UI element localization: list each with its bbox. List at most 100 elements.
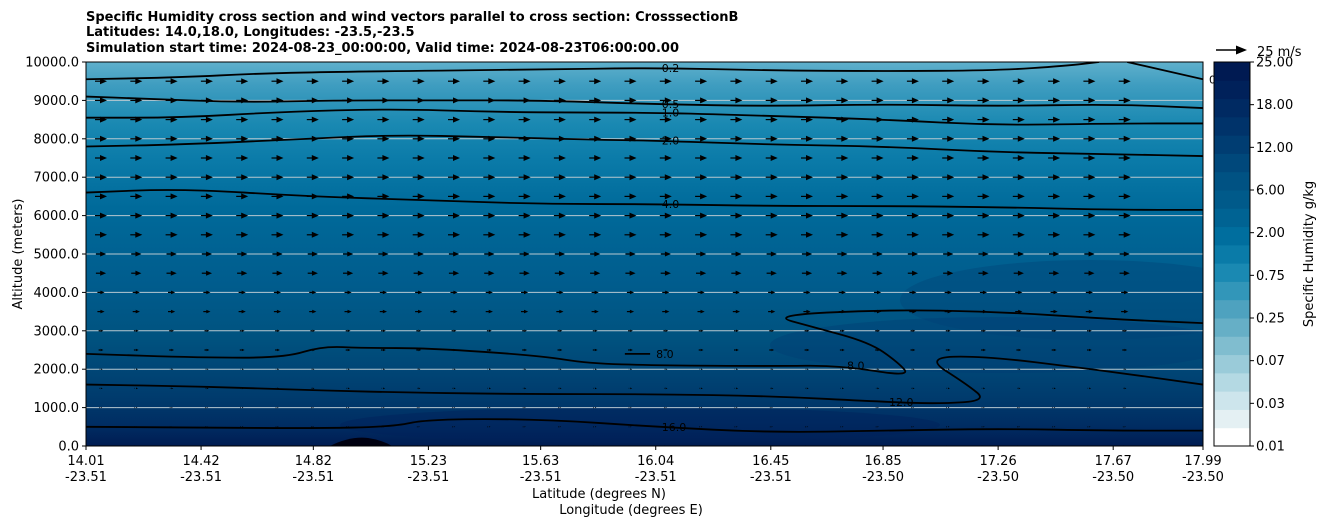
- wind-vector: [518, 155, 531, 161]
- wind-vector: [1052, 368, 1056, 371]
- wind-vector: [769, 348, 775, 352]
- wind-vector: [911, 407, 915, 409]
- wind-vector: [1087, 407, 1091, 409]
- colorbar-tick-label: 0.01: [1256, 440, 1285, 455]
- wind-vector: [343, 270, 354, 276]
- wind-vector: [166, 251, 177, 257]
- contour-line-0.2: [86, 62, 1100, 81]
- wind-vector: [593, 387, 597, 390]
- wind-vector: [1012, 135, 1025, 142]
- wind-vector: [1122, 407, 1126, 409]
- wind-vector: [628, 407, 632, 409]
- wind-vector: [1016, 348, 1022, 352]
- wind-vector: [205, 426, 209, 428]
- wind-vector: [271, 193, 284, 200]
- wind-vector: [518, 231, 531, 238]
- wind-vector: [801, 212, 813, 219]
- wind-vector: [271, 155, 284, 161]
- x-tick-label-lat: 17.99: [1184, 454, 1221, 469]
- wind-vector: [1084, 251, 1095, 257]
- wind-vector: [238, 309, 246, 314]
- contour-line-1.0: [86, 108, 1203, 126]
- wind-vector: [203, 309, 211, 314]
- wind-vector: [1119, 251, 1130, 257]
- wind-vector: [130, 193, 143, 200]
- wind-vector: [165, 78, 178, 85]
- wind-vector: [944, 290, 952, 295]
- wind-vector: [558, 407, 562, 409]
- wind-vector: [99, 387, 103, 390]
- wind-vector: [730, 174, 743, 181]
- wind-vector: [203, 290, 211, 295]
- wind-vector: [415, 309, 423, 314]
- wind-vector: [553, 174, 566, 181]
- wind-vector: [412, 97, 425, 104]
- wind-vector: [130, 231, 143, 238]
- wind-vector: [942, 135, 955, 142]
- wind-vector: [200, 78, 213, 85]
- wind-vector: [660, 251, 671, 257]
- wind-vector: [95, 78, 107, 85]
- wind-vector: [518, 193, 531, 200]
- y-axis-label: Altitude (meters): [11, 199, 26, 310]
- x-tick-label-lat: 16.85: [864, 454, 901, 469]
- wind-vector: [344, 290, 352, 295]
- contour-line-12.0: [86, 355, 1203, 405]
- wind-vector: [981, 387, 986, 390]
- wind-vector: [239, 348, 245, 352]
- wind-vector: [557, 329, 563, 332]
- wind-vector: [521, 290, 529, 295]
- wind-vector: [1122, 329, 1128, 332]
- wind-vector: [1051, 348, 1057, 352]
- wind-vector: [200, 116, 213, 123]
- y-tick-label: 10000.0: [25, 56, 79, 71]
- wind-vector: [911, 426, 915, 428]
- wind-vector: [1083, 193, 1096, 200]
- x-tick-label-lon: -23.51: [180, 470, 222, 485]
- colorbar-tick-label: 0.75: [1256, 269, 1285, 284]
- wind-vector: [803, 309, 811, 314]
- wind-vector: [98, 329, 104, 332]
- y-tick-label: 7000.0: [34, 171, 80, 186]
- wind-vector: [412, 135, 425, 142]
- wind-vector: [906, 155, 919, 161]
- wind-vector: [766, 270, 777, 276]
- wind-vector: [1083, 97, 1096, 104]
- wind-vector: [659, 212, 672, 219]
- wind-vector: [201, 270, 212, 276]
- wind-vector: [485, 290, 493, 295]
- wind-vector: [1122, 348, 1128, 352]
- wind-vector: [240, 407, 244, 409]
- x-tick-label-lon: -23.50: [1092, 470, 1134, 485]
- wind-vector: [200, 231, 213, 238]
- wind-vector: [346, 407, 350, 409]
- wind-vector: [1049, 251, 1060, 257]
- wind-vector: [132, 290, 140, 295]
- wind-vector: [1087, 329, 1092, 332]
- wind-vector: [875, 387, 880, 390]
- wind-vector: [663, 348, 669, 352]
- x-tick-label-lon: -23.51: [635, 470, 677, 485]
- wind-vector: [663, 329, 669, 332]
- wind-vector: [765, 231, 778, 238]
- wind-vector: [659, 78, 672, 85]
- wind-vector: [765, 135, 778, 142]
- x-tick-label-lon: -23.51: [750, 470, 792, 485]
- wind-vector: [697, 290, 705, 295]
- wind-vector: [979, 290, 988, 295]
- wind-vector: [1017, 426, 1020, 428]
- wind-vector: [133, 329, 139, 332]
- x-tick-label-lat: 16.45: [752, 454, 789, 469]
- wind-vector: [165, 193, 178, 200]
- contour-label: 4.0: [662, 198, 680, 211]
- wind-vector: [413, 270, 424, 276]
- wind-vector: [165, 135, 178, 142]
- wind-vector: [1083, 78, 1096, 85]
- wind-vector: [765, 97, 778, 104]
- wind-vector: [589, 212, 602, 219]
- contour-label: 2.0: [662, 135, 680, 148]
- wind-vector: [484, 270, 495, 276]
- wind-vector: [236, 135, 249, 142]
- wind-vector: [1016, 329, 1022, 332]
- wind-vector: [554, 251, 565, 257]
